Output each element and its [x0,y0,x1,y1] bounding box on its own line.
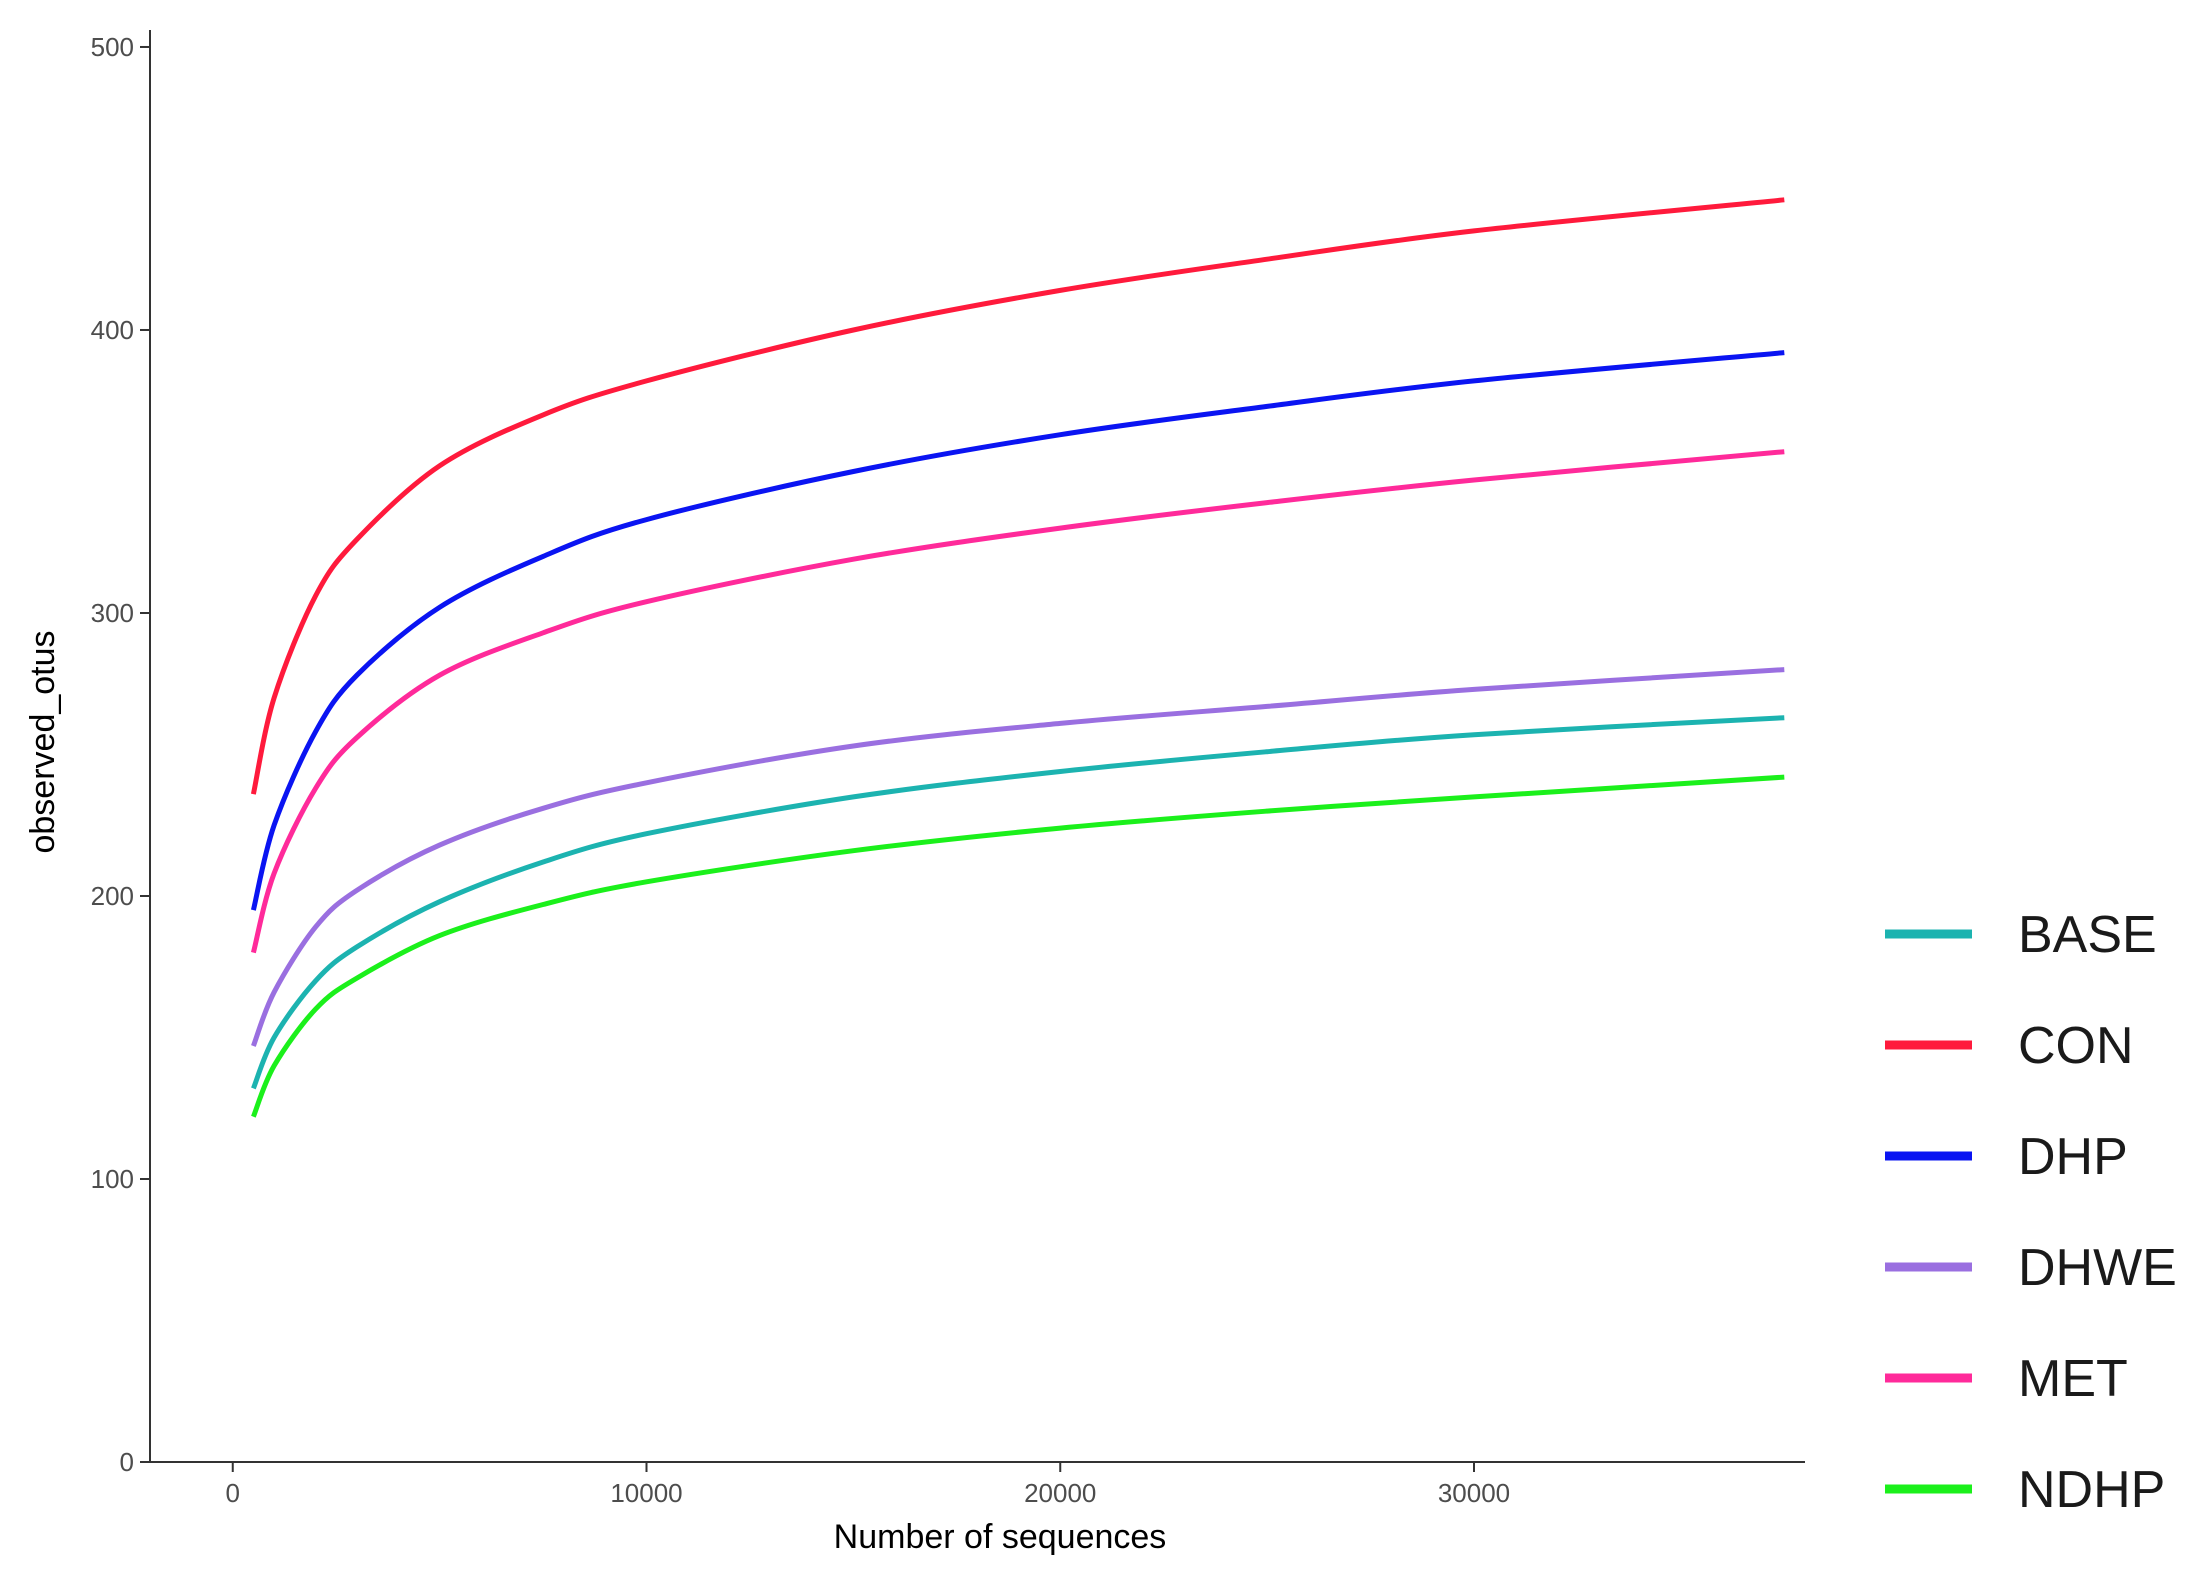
legend-label-met: MET [2018,1350,2128,1408]
y-axis-title: observed_otus [24,630,62,853]
series-line-dhp [250,350,1785,911]
x-axis-ticks: 0 10000 20000 30000 [226,1462,1510,1508]
y-tick-label: 0 [120,1447,134,1477]
series-line-met [250,449,1785,954]
legend-label-base: BASE [2018,906,2157,964]
y-tick-label: 300 [91,598,134,628]
y-tick-label: 500 [91,32,134,62]
legend: BASE CON DHP DHWE MET NDHP [1885,906,2177,1519]
x-axis-title: Number of sequences [834,1518,1167,1556]
y-axis-ticks: 0 100 200 300 400 500 [91,32,150,1477]
x-tick-label: 0 [226,1478,240,1508]
x-tick-label: 30000 [1438,1478,1510,1508]
y-tick-label: 400 [91,315,134,345]
x-tick-label: 20000 [1024,1478,1096,1508]
series-line-ndhp [251,774,1785,1118]
legend-label-dhp: DHP [2018,1128,2128,1186]
series-lines [250,197,1785,1118]
series-line-con [250,197,1785,795]
y-tick-label: 100 [91,1164,134,1194]
legend-label-dhwe: DHWE [2018,1239,2177,1297]
x-tick-label: 10000 [610,1478,682,1508]
series-line-base [251,715,1785,1090]
legend-label-ndhp: NDHP [2018,1461,2165,1519]
series-line-dhwe [251,667,1785,1047]
legend-label-con: CON [2018,1017,2134,1075]
y-tick-label: 200 [91,881,134,911]
